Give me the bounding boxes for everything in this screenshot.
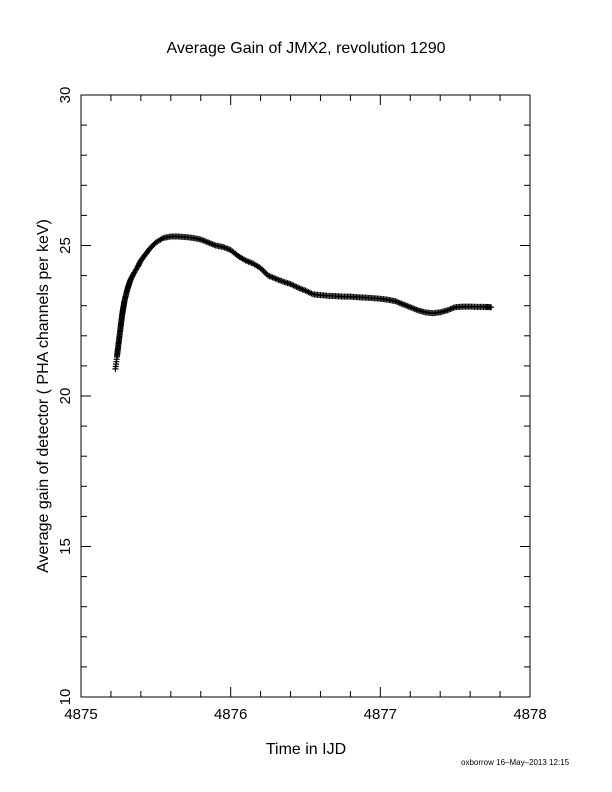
y-tick-label: 10 — [57, 689, 74, 706]
plot-frame — [80, 94, 531, 698]
y-tick-label: 15 — [57, 538, 74, 555]
x-tick-label: 4876 — [214, 706, 247, 723]
data-series-gain — [112, 233, 495, 372]
y-axis-label: Average gain of detector ( PHA channels … — [35, 219, 52, 573]
y-tick-label: 25 — [57, 237, 74, 254]
chart-title: Average Gain of JMX2, revolution 1290 — [167, 40, 446, 57]
x-tick-label: 4877 — [364, 706, 397, 723]
y-tick-label: 20 — [57, 388, 74, 405]
x-tick-label: 4875 — [64, 706, 97, 723]
x-tick-label: 4878 — [513, 706, 546, 723]
y-axis-tick-labels: 10 15 20 25 30 — [57, 87, 74, 706]
footer-credit: oxborrow 16–May–2013 12:15 — [461, 758, 570, 767]
x-axis-minor-ticks — [80, 95, 531, 697]
data-point — [488, 304, 495, 311]
y-axis-minor-ticks — [81, 94, 530, 698]
x-axis-label: Time in IJD — [266, 741, 346, 758]
y-tick-label: 30 — [57, 87, 74, 104]
x-axis-tick-labels: 4875 4876 4877 4878 — [64, 706, 546, 723]
